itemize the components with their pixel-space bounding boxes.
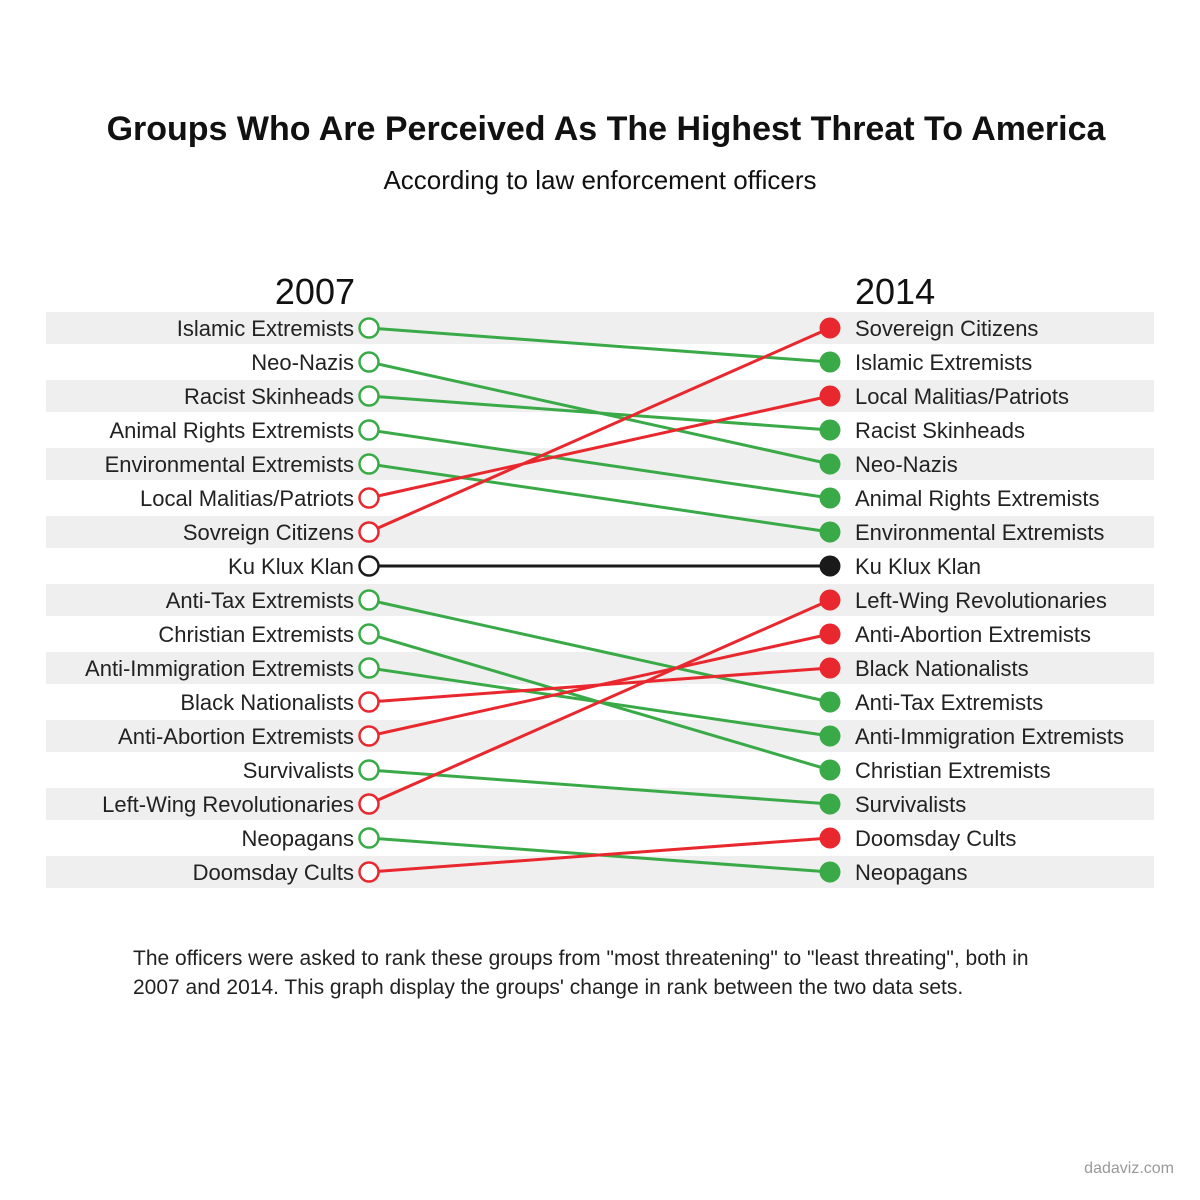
row-stripe — [46, 652, 1154, 684]
label-2007-sovreign-citizens: Sovreign Citizens — [183, 520, 354, 545]
label-2014-environmental-extremists: Environmental Extremists — [855, 520, 1104, 545]
marker-2014-animal-rights-extremists — [819, 487, 841, 509]
marker-2014-survivalists — [819, 793, 841, 815]
label-2007-christian-extremists: Christian Extremists — [158, 622, 354, 647]
footnote: The officers were asked to rank these gr… — [133, 947, 1029, 999]
label-2007-animal-rights-extremists: Animal Rights Extremists — [109, 418, 354, 443]
marker-2014-christian-extremists — [819, 759, 841, 781]
marker-2007-islamic-extremists — [358, 317, 380, 339]
marker-2007-black-nationalists — [358, 691, 380, 713]
marker-2007-sovreign-citizens — [358, 521, 380, 543]
label-2014-anti-abortion-extremists: Anti-Abortion Extremists — [855, 622, 1091, 647]
row-stripe — [46, 584, 1154, 616]
row-stripe — [46, 516, 1154, 548]
marker-2014-islamic-extremists — [819, 351, 841, 373]
label-2007-racist-skinheads: Racist Skinheads — [184, 384, 354, 409]
label-2014-doomsday-cults: Doomsday Cults — [855, 826, 1016, 851]
marker-2014-left-wing-revolutionaries — [819, 589, 841, 611]
marker-2014-anti-abortion-extremists — [819, 623, 841, 645]
group-labels: Islamic Extremists Islamic Extremists Neo-… — [85, 316, 1124, 885]
label-2007-survivalists: Survivalists — [243, 758, 354, 783]
row-stripe — [46, 312, 1154, 344]
marker-2014-neopagans — [819, 861, 841, 883]
slope-line-local-malitias-patriots — [368, 394, 831, 500]
slope-line-anti-tax-extremists — [368, 598, 831, 704]
marker-2014-racist-skinheads — [819, 419, 841, 441]
label-2014-racist-skinheads: Racist Skinheads — [855, 418, 1025, 443]
label-2007-left-wing-revolutionaries: Left-Wing Revolutionaries — [102, 792, 354, 817]
slope-line-islamic-extremists — [368, 326, 831, 364]
marker-2014-doomsday-cults — [819, 827, 841, 849]
row-stripe — [46, 380, 1154, 412]
label-2014-sovreign-citizens: Sovereign Citizens — [855, 316, 1038, 341]
slope-line-environmental-extremists — [368, 462, 831, 534]
slope-line-racist-skinheads — [368, 394, 831, 432]
slope-line-doomsday-cults — [368, 836, 831, 874]
slope-line-animal-rights-extremists — [368, 428, 831, 500]
row-stripes — [46, 312, 1154, 888]
label-2014-anti-tax-extremists: Anti-Tax Extremists — [855, 690, 1043, 715]
label-2014-islamic-extremists: Islamic Extremists — [855, 350, 1032, 375]
label-2014-black-nationalists: Black Nationalists — [855, 656, 1029, 681]
credit: dadaviz.com — [1084, 1160, 1174, 1177]
row-stripe — [46, 720, 1154, 752]
marker-2007-anti-immigration-extremists — [358, 657, 380, 679]
label-2007-islamic-extremists: Islamic Extremists — [177, 316, 354, 341]
slope-line-survivalists — [368, 768, 831, 806]
label-2014-ku-klux-klan: Ku Klux Klan — [855, 554, 981, 579]
slope-line-sovreign-citizens — [368, 326, 831, 534]
label-2007-neo-nazis: Neo-Nazis — [251, 350, 354, 375]
marker-2014-environmental-extremists — [819, 521, 841, 543]
marker-2014-neo-nazis — [819, 453, 841, 475]
marker-2014-anti-tax-extremists — [819, 691, 841, 713]
marker-2007-neo-nazis — [358, 351, 380, 373]
label-2014-neo-nazis: Neo-Nazis — [855, 452, 958, 477]
marker-2007-environmental-extremists — [358, 453, 380, 475]
marker-2007-neopagans — [358, 827, 380, 849]
year-2014-header: 2014 — [855, 271, 935, 312]
label-2007-anti-immigration-extremists: Anti-Immigration Extremists — [85, 656, 354, 681]
marker-2007-anti-tax-extremists — [358, 589, 380, 611]
slope-line-left-wing-revolutionaries — [368, 598, 831, 806]
marker-2014-ku-klux-klan — [819, 555, 841, 577]
chart-subtitle: According to law enforcement officers — [383, 165, 816, 195]
label-2007-local-malitias-patriots: Local Malitias/Patriots — [140, 486, 354, 511]
marker-2007-racist-skinheads — [358, 385, 380, 407]
marker-2014-anti-immigration-extremists — [819, 725, 841, 747]
row-stripe — [46, 856, 1154, 888]
marker-2014-sovreign-citizens — [819, 317, 841, 339]
marker-2014-local-malitias-patriots — [819, 385, 841, 407]
marker-2007-christian-extremists — [358, 623, 380, 645]
label-2007-neopagans: Neopagans — [241, 826, 354, 851]
label-2014-left-wing-revolutionaries: Left-Wing Revolutionaries — [855, 588, 1107, 613]
label-2007-black-nationalists: Black Nationalists — [180, 690, 354, 715]
label-2014-local-malitias-patriots: Local Malitias/Patriots — [855, 384, 1069, 409]
marker-2007-survivalists — [358, 759, 380, 781]
marker-2007-anti-abortion-extremists — [358, 725, 380, 747]
label-2014-animal-rights-extremists: Animal Rights Extremists — [855, 486, 1100, 511]
marker-2007-animal-rights-extremists — [358, 419, 380, 441]
label-2007-doomsday-cults: Doomsday Cults — [193, 860, 354, 885]
label-2014-neopagans: Neopagans — [855, 860, 968, 885]
marker-2007-doomsday-cults — [358, 861, 380, 883]
label-2014-anti-immigration-extremists: Anti-Immigration Extremists — [855, 724, 1124, 749]
marker-2007-local-malitias-patriots — [358, 487, 380, 509]
label-2007-anti-abortion-extremists: Anti-Abortion Extremists — [118, 724, 354, 749]
label-2007-anti-tax-extremists: Anti-Tax Extremists — [166, 588, 354, 613]
row-stripe — [46, 788, 1154, 820]
slope-line-anti-abortion-extremists — [368, 632, 831, 738]
label-2014-christian-extremists: Christian Extremists — [855, 758, 1051, 783]
marker-2007-left-wing-revolutionaries — [358, 793, 380, 815]
rank-markers — [358, 317, 841, 883]
label-2014-survivalists: Survivalists — [855, 792, 966, 817]
label-2007-ku-klux-klan: Ku Klux Klan — [228, 554, 354, 579]
label-2007-environmental-extremists: Environmental Extremists — [105, 452, 354, 477]
slope-lines — [368, 326, 831, 874]
chart-title: Groups Who Are Perceived As The Highest … — [107, 110, 1107, 148]
marker-2007-ku-klux-klan — [358, 555, 380, 577]
marker-2014-black-nationalists — [819, 657, 841, 679]
year-2007-header: 2007 — [275, 271, 355, 312]
